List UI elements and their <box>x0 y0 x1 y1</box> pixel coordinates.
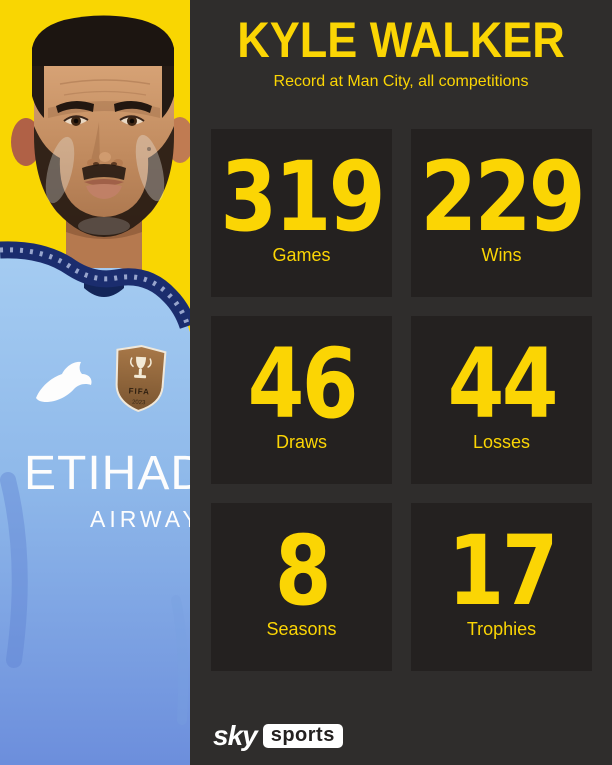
puma-logo-icon <box>36 361 92 402</box>
fifa-badge-icon: FIFA 2023 <box>115 345 167 413</box>
badge-year-text: 2023 <box>132 400 146 407</box>
stat-value: 46 <box>247 328 358 440</box>
player-beard-mouth <box>34 126 174 237</box>
stat-card-losses: 44 Losses <box>411 316 592 484</box>
stats-panel: KYLE WALKER Record at Man City, all comp… <box>190 0 612 765</box>
stat-value: 8 <box>274 515 331 627</box>
stat-card-games: 319 Games <box>211 129 392 297</box>
stat-label: Losses <box>472 432 531 452</box>
stat-label: Games <box>272 245 331 265</box>
mole <box>147 147 151 151</box>
page-title: KYLE WALKER <box>237 12 565 68</box>
stat-card-wins: 229 Wins <box>411 129 592 297</box>
player-photo-panel: FIFA 2023 ETIHAD AIRWAYS <box>0 0 190 765</box>
stat-label: Seasons <box>266 619 337 639</box>
stats-grid: 319 Games 229 Wins 46 Draws 44 Losses 8 … <box>211 129 592 671</box>
page-subtitle: Record at Man City, all competitions <box>273 73 529 90</box>
stat-label: Wins <box>481 245 522 265</box>
stat-card-trophies: 17 Trophies <box>411 503 592 671</box>
stat-value: 44 <box>447 328 558 440</box>
stat-label: Trophies <box>466 619 537 639</box>
player-eyes <box>63 115 145 126</box>
stat-card-seasons: 8 Seasons <box>211 503 392 671</box>
stat-value: 229 <box>420 141 585 253</box>
player-eyebrows <box>56 100 152 113</box>
player-hair <box>32 15 174 118</box>
jersey-sponsor-text-line2: AIRWAYS <box>90 506 190 532</box>
stat-value: 17 <box>447 515 558 627</box>
badge-text: FIFA <box>128 386 150 396</box>
sky-sports-logo: sky sports <box>213 720 343 751</box>
jersey-sponsor-text: ETIHAD <box>24 447 190 500</box>
sports-wordmark-badge: sports <box>262 724 343 748</box>
player-portrait: FIFA 2023 ETIHAD AIRWAYS <box>0 0 190 765</box>
sky-wordmark: sky <box>213 720 258 751</box>
stat-card-draws: 46 Draws <box>211 316 392 484</box>
stat-value: 319 <box>220 141 385 253</box>
stat-label: Draws <box>275 432 327 452</box>
player-shirt <box>0 241 190 765</box>
